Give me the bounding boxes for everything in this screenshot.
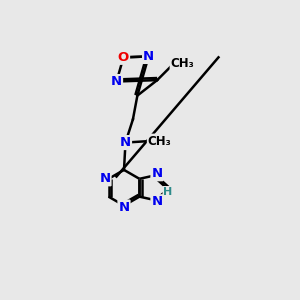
Text: N: N [152, 195, 163, 208]
Text: N: N [111, 75, 122, 88]
Text: H: H [163, 187, 172, 197]
Text: N: N [120, 136, 131, 149]
Text: N: N [152, 167, 163, 180]
Text: CH₃: CH₃ [148, 135, 172, 148]
Text: N: N [118, 201, 130, 214]
Text: N: N [99, 172, 110, 185]
Text: O: O [118, 51, 129, 64]
Text: N: N [143, 50, 154, 63]
Text: CH₃: CH₃ [171, 57, 194, 70]
